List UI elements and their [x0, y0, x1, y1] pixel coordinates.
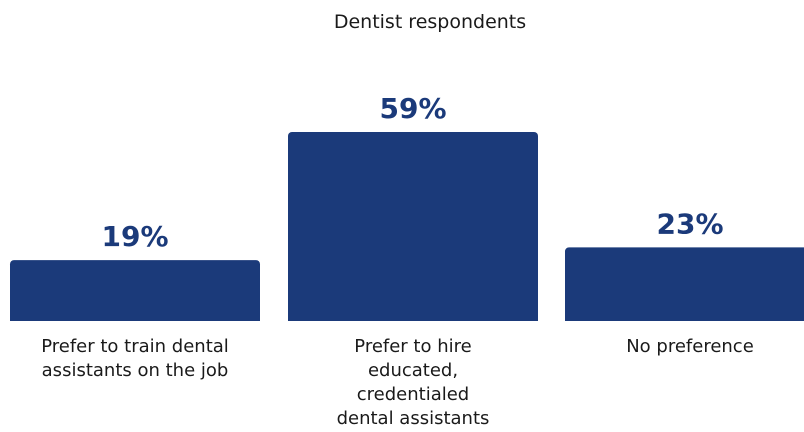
category-label-2-line-3: credentialed	[357, 384, 469, 405]
category-label-1-line-2: assistants on the job	[42, 360, 229, 381]
bar-2	[288, 132, 538, 325]
category-label-2-line-1: Prefer to hire	[354, 336, 471, 357]
value-label-2: 59%	[379, 92, 446, 125]
bar-1	[10, 260, 260, 325]
bar-3	[565, 247, 804, 325]
value-label-3: 23%	[656, 207, 723, 240]
value-label-1: 19%	[101, 220, 168, 253]
category-label-2-line-4: dental assistants	[337, 408, 490, 429]
chart-title: Dentist respondents	[334, 11, 526, 33]
bar-baseline-mask	[0, 321, 804, 327]
category-label-2-line-2: educated,	[368, 360, 458, 381]
category-label-1-line-1: Prefer to train dental	[41, 336, 229, 357]
category-label-3-line-1: No preference	[626, 336, 754, 357]
